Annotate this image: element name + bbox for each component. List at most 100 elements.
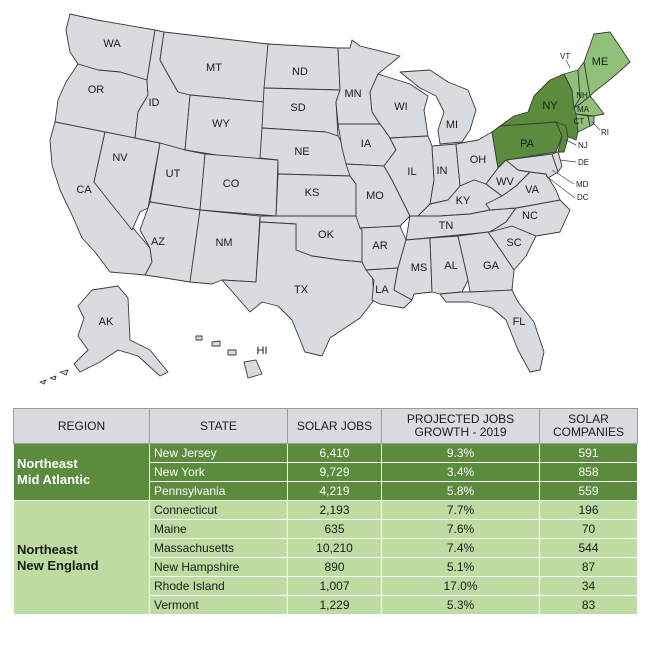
region-new-england: Northeast New England bbox=[13, 500, 150, 615]
state-de bbox=[551, 151, 563, 173]
label-ar: AR bbox=[372, 240, 387, 252]
label-nc: NC bbox=[522, 210, 538, 222]
state-fl bbox=[439, 289, 545, 373]
label-oh: OH bbox=[470, 154, 487, 166]
table-row: New Hampshire 890 5.1% 87 bbox=[14, 557, 638, 577]
cell-companies: 70 bbox=[539, 519, 638, 539]
label-sc: SC bbox=[506, 237, 521, 249]
cell-growth: 7.6% bbox=[381, 519, 540, 539]
cell-growth: 5.3% bbox=[381, 595, 540, 615]
label-ks: KS bbox=[305, 187, 320, 199]
cell-companies: 34 bbox=[539, 576, 638, 596]
cell-state: New York bbox=[149, 462, 288, 482]
label-nj: NJ bbox=[578, 141, 588, 150]
label-mo: MO bbox=[366, 190, 384, 202]
us-map-svg: WA OR CA NV ID MT WY UT AZ CO NM ND SD N… bbox=[39, 13, 631, 385]
cell-companies: 87 bbox=[539, 557, 638, 577]
table-row: Maine 635 7.6% 70 bbox=[14, 519, 638, 539]
cell-jobs: 1,229 bbox=[287, 595, 382, 615]
cell-state: Connecticut bbox=[149, 500, 288, 520]
label-ut: UT bbox=[166, 168, 181, 180]
cell-jobs: 6,410 bbox=[287, 443, 382, 463]
label-co: CO bbox=[223, 178, 240, 190]
cell-companies: 196 bbox=[539, 500, 638, 520]
region-line1: Northeast bbox=[17, 456, 78, 471]
cell-growth: 7.7% bbox=[381, 500, 540, 520]
table-row: Northeast New England Connecticut 2,193 … bbox=[13, 500, 638, 615]
region-line2: New England bbox=[17, 557, 99, 573]
cell-growth: 17.0% bbox=[381, 576, 540, 596]
header-companies-line1: SOLAR bbox=[568, 412, 609, 426]
cell-companies: 858 bbox=[539, 462, 638, 482]
label-ak: AK bbox=[99, 316, 114, 328]
label-va: VA bbox=[525, 184, 540, 196]
label-wi: WI bbox=[394, 101, 407, 113]
leader-vt bbox=[565, 59, 571, 69]
label-nv: NV bbox=[112, 152, 128, 164]
cell-jobs: 10,210 bbox=[287, 538, 382, 558]
state-nc bbox=[489, 199, 571, 237]
label-md: MD bbox=[576, 180, 589, 189]
us-map: WA OR CA NV ID MT WY UT AZ CO NM ND SD N… bbox=[39, 13, 631, 385]
label-az: AZ bbox=[151, 236, 165, 248]
label-wy: WY bbox=[212, 118, 230, 130]
cell-jobs: 4,219 bbox=[287, 481, 382, 501]
label-mn: MN bbox=[344, 88, 361, 100]
state-hi bbox=[195, 335, 263, 379]
cell-growth: 5.1% bbox=[381, 557, 540, 577]
header-region: REGION bbox=[13, 408, 150, 444]
cell-jobs: 9,729 bbox=[287, 462, 382, 482]
table-row: Massachusetts 10,210 7.4% 544 bbox=[14, 538, 638, 558]
label-al: AL bbox=[444, 260, 457, 272]
label-ms: MS bbox=[411, 262, 428, 274]
cell-companies: 591 bbox=[539, 443, 638, 463]
label-ct: CT bbox=[574, 117, 585, 126]
cell-state: New Hampshire bbox=[149, 557, 288, 577]
label-tx: TX bbox=[294, 284, 309, 296]
solar-jobs-table: REGION STATE SOLAR JOBS PROJECTED JOBS G… bbox=[13, 408, 638, 615]
cell-jobs: 2,193 bbox=[287, 500, 382, 520]
state-me bbox=[583, 31, 631, 97]
leader-ri bbox=[591, 121, 601, 131]
label-wa: WA bbox=[103, 38, 121, 50]
cell-growth: 3.4% bbox=[381, 462, 540, 482]
label-mi: MI bbox=[446, 119, 458, 131]
label-in: IN bbox=[437, 165, 448, 177]
state-ak bbox=[73, 285, 169, 377]
cell-jobs: 890 bbox=[287, 557, 382, 577]
label-vt: VT bbox=[560, 52, 570, 61]
label-la: LA bbox=[375, 284, 389, 296]
state-tx bbox=[221, 221, 375, 357]
label-ia: IA bbox=[361, 138, 372, 150]
label-ca: CA bbox=[76, 184, 92, 196]
header-growth-line1: PROJECTED JOBS bbox=[406, 412, 515, 426]
cell-growth: 5.8% bbox=[381, 481, 540, 501]
cell-state: Maine bbox=[149, 519, 288, 539]
header-state: STATE bbox=[149, 408, 288, 444]
label-ky: KY bbox=[456, 195, 471, 207]
cell-state: Massachusetts bbox=[149, 538, 288, 558]
leader-nj bbox=[565, 139, 577, 146]
header-growth-line2: GROWTH - 2019 bbox=[414, 425, 507, 439]
cell-companies: 559 bbox=[539, 481, 638, 501]
label-ny: NY bbox=[542, 100, 558, 112]
cell-jobs: 635 bbox=[287, 519, 382, 539]
label-ma: MA bbox=[577, 105, 590, 114]
region-mid-atlantic: Northeast Mid Atlantic bbox=[13, 443, 150, 501]
label-ne: NE bbox=[294, 146, 309, 158]
label-me: ME bbox=[592, 56, 609, 68]
state-nj bbox=[555, 121, 569, 153]
region-line1: Northeast bbox=[17, 541, 78, 557]
label-pa: PA bbox=[520, 138, 535, 150]
label-sd: SD bbox=[290, 102, 305, 114]
cell-state: New Jersey bbox=[149, 443, 288, 463]
alaska-islands bbox=[39, 369, 69, 385]
table-header-row: REGION STATE SOLAR JOBS PROJECTED JOBS G… bbox=[13, 408, 638, 444]
cell-state: Rhode Island bbox=[149, 576, 288, 596]
label-dc: DC bbox=[577, 193, 589, 202]
label-tn: TN bbox=[439, 220, 454, 232]
table-row: Vermont 1,229 5.3% 83 bbox=[14, 595, 638, 615]
cell-growth: 9.3% bbox=[381, 443, 540, 463]
header-solar-jobs: SOLAR JOBS bbox=[287, 408, 382, 444]
leader-de bbox=[559, 159, 577, 163]
